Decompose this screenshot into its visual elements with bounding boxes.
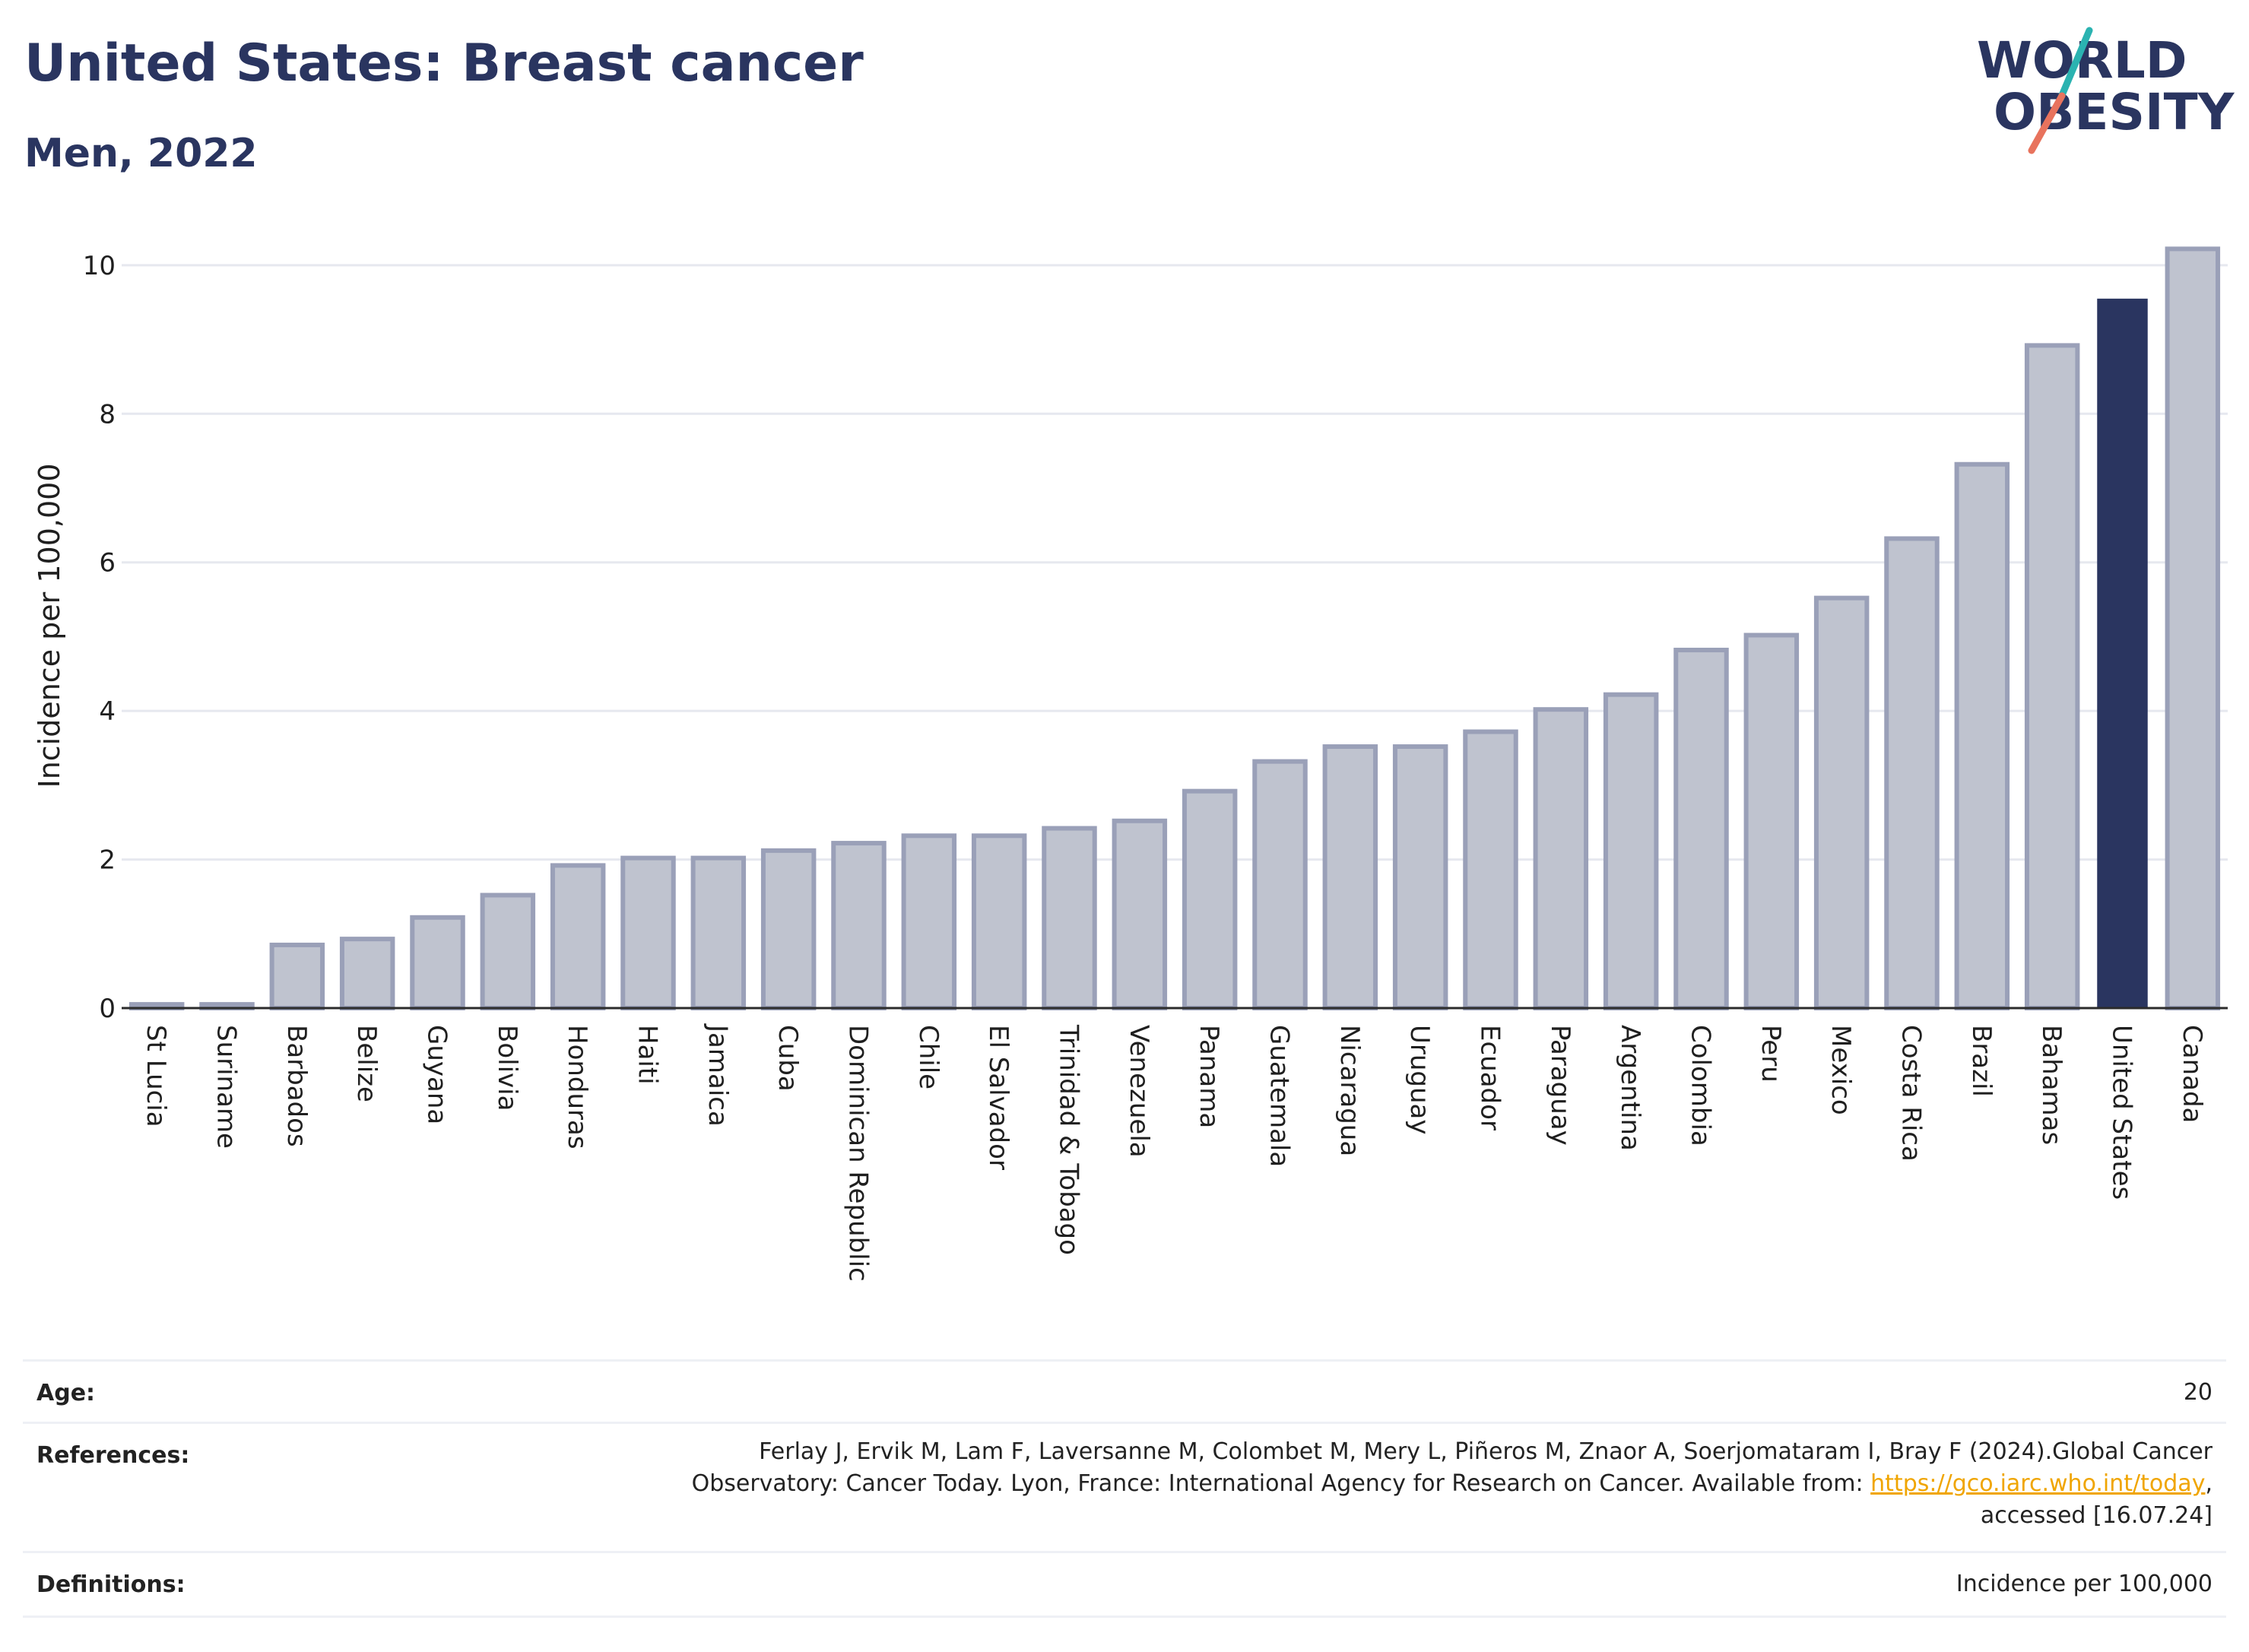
bar[interactable] <box>2165 246 2221 1010</box>
bar[interactable] <box>2024 343 2080 1011</box>
bar[interactable] <box>831 841 887 1011</box>
x-tick-label: Brazil <box>1966 1025 1997 1097</box>
bar[interactable] <box>760 848 817 1010</box>
age-row: Age: 20 <box>23 1359 2226 1422</box>
x-tick-label: Bahamas <box>2036 1025 2067 1145</box>
age-label: Age: <box>36 1380 96 1406</box>
references-row: References: Ferlay J, Ervik M, Lam F, La… <box>23 1422 2226 1552</box>
logo-slash-teal <box>2057 27 2093 103</box>
references-label: References: <box>36 1442 190 1469</box>
bar[interactable] <box>1322 744 1378 1010</box>
x-tick-label: Paraguay <box>1545 1025 1575 1146</box>
definitions-row: Definitions: Incidence per 100,000 <box>23 1551 2226 1618</box>
x-tick-label: Argentina <box>1615 1025 1645 1151</box>
x-tick-label: Uruguay <box>1404 1025 1435 1135</box>
bar[interactable] <box>550 863 606 1010</box>
chart-subtitle: Men, 2022 <box>24 131 258 176</box>
y-tick-label: 8 <box>99 399 116 430</box>
bar[interactable] <box>1252 759 1308 1010</box>
bar[interactable] <box>1884 536 1940 1010</box>
references-line2: Observatory: Cancer Today. Lyon, France:… <box>692 1468 2213 1500</box>
bar[interactable] <box>1392 744 1448 1010</box>
x-tick-label: Guatemala <box>1264 1025 1295 1167</box>
x-tick-label: Trinidad & Tobago <box>1054 1024 1084 1255</box>
bar[interactable] <box>620 855 676 1011</box>
bar[interactable] <box>1182 788 1238 1011</box>
bar[interactable] <box>1463 729 1518 1010</box>
bar[interactable] <box>1112 818 1168 1011</box>
x-tick-label: Barbados <box>281 1025 312 1147</box>
y-tick-label: 4 <box>99 696 116 727</box>
bar[interactable] <box>1673 648 1729 1010</box>
logo-line2: OBESITY <box>1994 83 2235 141</box>
world-obesity-logo: WORLD OBESITY <box>1977 27 2235 154</box>
references-value: Ferlay J, Ervik M, Lam F, Laversanne M, … <box>692 1436 2213 1532</box>
references-line2-end: , <box>2205 1470 2213 1497</box>
bar[interactable] <box>339 937 395 1011</box>
x-tick-label: United States <box>2107 1025 2137 1200</box>
y-tick-label: 10 <box>83 251 116 281</box>
x-tick-label: Jamaica <box>703 1023 733 1127</box>
x-tick-label: Ecuador <box>1475 1025 1505 1130</box>
bar[interactable] <box>690 855 747 1011</box>
bar[interactable] <box>1954 461 2010 1010</box>
chart-title: United States: Breast cancer <box>24 33 864 94</box>
x-tick-label: Chile <box>913 1025 944 1089</box>
references-link[interactable]: https://gco.iarc.who.int/today <box>1870 1470 2206 1497</box>
x-tick-label: Costa Rica <box>1896 1025 1927 1162</box>
references-line1: Ferlay J, Ervik M, Lam F, Laversanne M, … <box>759 1438 2213 1465</box>
x-tick-label: Belize <box>351 1025 382 1102</box>
x-tick-label: St Lucia <box>141 1025 171 1127</box>
bar-chart: 0 2 4 6 8 10 Incidence per 100,000 St Lucia Suri… <box>33 246 2228 1282</box>
x-tick-label: Cuba <box>772 1025 803 1092</box>
bar[interactable] <box>901 833 957 1010</box>
y-tick-label: 6 <box>99 548 116 579</box>
x-tick-label: Panama <box>1194 1025 1224 1128</box>
x-tick-label: Guyana <box>422 1025 452 1124</box>
x-tick-label: Canada <box>2177 1025 2207 1123</box>
definitions-value: Incidence per 100,000 <box>1956 1571 2213 1597</box>
x-tick-label: Honduras <box>562 1025 592 1149</box>
y-axis-label: Incidence per 100,000 <box>33 463 66 788</box>
x-tick-label: Colombia <box>1686 1025 1716 1146</box>
bar[interactable] <box>971 833 1027 1010</box>
bar[interactable] <box>1813 595 1870 1010</box>
x-tick-label: Mexico <box>1826 1025 1856 1115</box>
bar[interactable] <box>1533 707 1589 1011</box>
x-tick-label: Bolivia <box>492 1025 522 1111</box>
bar[interactable] <box>410 915 465 1010</box>
bar[interactable] <box>1042 826 1097 1010</box>
bar[interactable] <box>1603 692 1659 1010</box>
bar[interactable] <box>480 893 536 1010</box>
bar[interactable] <box>2097 298 2148 1008</box>
definitions-label: Definitions: <box>36 1571 186 1598</box>
y-tick-label: 2 <box>99 845 116 876</box>
logo-slash-coral <box>2028 92 2066 154</box>
references-line3: accessed [16.07.24] <box>1980 1502 2213 1529</box>
bar[interactable] <box>269 942 325 1011</box>
age-value: 20 <box>2183 1379 2213 1406</box>
y-tick-label: 0 <box>99 994 116 1024</box>
x-tick-label: El Salvador <box>983 1025 1013 1170</box>
x-tick-label: Nicaragua <box>1334 1025 1365 1156</box>
x-tick-label: Peru <box>1756 1025 1786 1083</box>
x-tick-label: Haiti <box>633 1025 663 1085</box>
x-tick-label: Venezuela <box>1124 1025 1154 1158</box>
references-line2-text: Observatory: Cancer Today. Lyon, France:… <box>691 1470 1871 1497</box>
x-tick-label: Suriname <box>211 1025 242 1149</box>
bar[interactable] <box>1743 633 1800 1011</box>
x-tick-label: Dominican Republic <box>843 1025 874 1282</box>
